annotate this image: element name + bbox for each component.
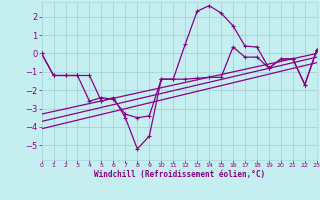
X-axis label: Windchill (Refroidissement éolien,°C): Windchill (Refroidissement éolien,°C) — [94, 170, 265, 179]
